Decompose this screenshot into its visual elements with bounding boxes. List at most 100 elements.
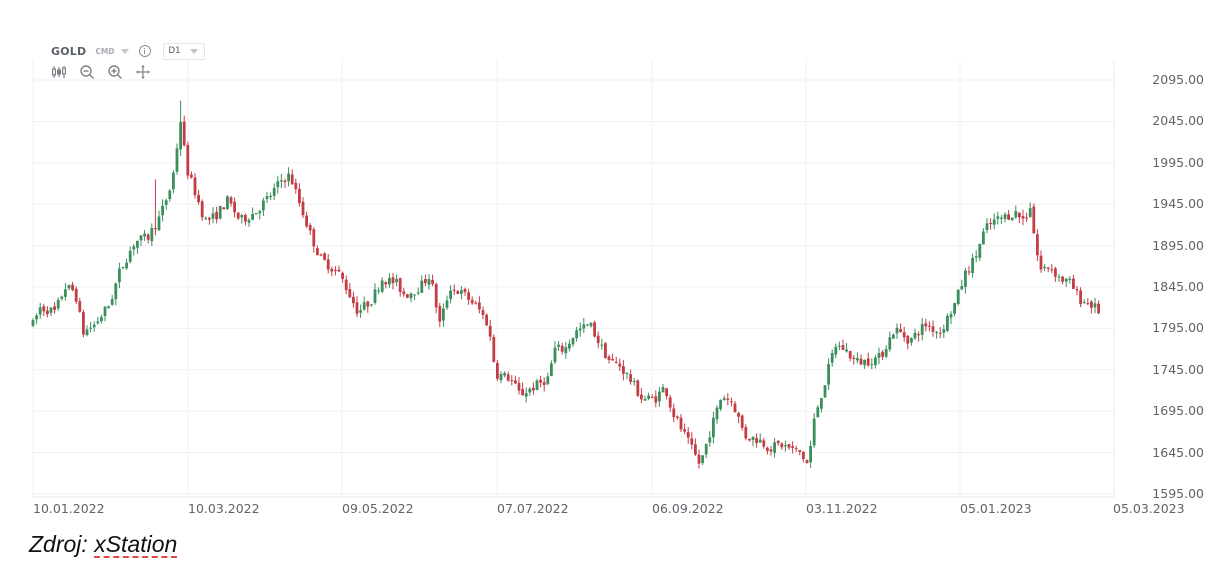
candle bbox=[535, 378, 539, 391]
candle bbox=[398, 277, 402, 297]
candle bbox=[355, 296, 359, 318]
candle bbox=[960, 279, 964, 291]
candle bbox=[917, 331, 920, 342]
candle bbox=[640, 388, 643, 403]
candle bbox=[211, 207, 215, 224]
candle bbox=[848, 350, 852, 362]
candle bbox=[834, 343, 838, 358]
candle bbox=[982, 228, 985, 245]
candle bbox=[60, 295, 64, 301]
candle bbox=[766, 446, 769, 455]
candle bbox=[643, 395, 647, 401]
candle bbox=[521, 382, 524, 396]
candle bbox=[1057, 273, 1061, 282]
candle bbox=[805, 459, 809, 464]
candle bbox=[1068, 276, 1072, 284]
price-chart[interactable]: GOLD CMD D1 2095.00 2045. bbox=[0, 0, 1226, 525]
candle bbox=[1064, 278, 1068, 288]
candle bbox=[546, 372, 550, 386]
candle bbox=[388, 273, 391, 288]
candle bbox=[236, 212, 240, 221]
candle bbox=[161, 199, 164, 222]
candle bbox=[820, 397, 823, 413]
candle bbox=[362, 296, 366, 311]
candles-type-icon[interactable] bbox=[51, 64, 67, 80]
candle bbox=[280, 173, 283, 188]
candle bbox=[784, 440, 787, 452]
candle bbox=[247, 218, 251, 227]
candle bbox=[287, 167, 290, 187]
symbol-dropdown-icon[interactable] bbox=[120, 48, 129, 54]
candle bbox=[384, 281, 388, 289]
price-tick-label: 1645.00 bbox=[1152, 444, 1204, 460]
candle bbox=[895, 323, 899, 339]
timeframe-value: D1 bbox=[168, 46, 181, 56]
candle bbox=[1082, 299, 1086, 305]
candle bbox=[132, 243, 136, 256]
candle bbox=[582, 317, 586, 333]
price-tick-label: 1895.00 bbox=[1152, 237, 1204, 253]
candle bbox=[352, 291, 355, 308]
price-tick-label: 1945.00 bbox=[1152, 196, 1204, 212]
candle bbox=[1086, 298, 1090, 306]
candle bbox=[1010, 217, 1014, 222]
candle bbox=[218, 205, 222, 220]
zoom-out-icon[interactable] bbox=[79, 64, 95, 80]
candle bbox=[395, 274, 398, 287]
candle bbox=[542, 377, 546, 392]
candle bbox=[586, 324, 589, 327]
candle bbox=[377, 287, 380, 295]
candle bbox=[89, 321, 92, 333]
candle bbox=[46, 306, 49, 318]
candle bbox=[478, 296, 481, 314]
candle bbox=[197, 189, 200, 205]
candle bbox=[676, 415, 679, 420]
candle bbox=[1018, 212, 1021, 224]
candle bbox=[852, 355, 856, 365]
candle bbox=[622, 359, 625, 381]
candle bbox=[809, 440, 812, 468]
candle bbox=[337, 265, 341, 273]
info-icon[interactable] bbox=[138, 45, 151, 57]
candle bbox=[128, 246, 132, 264]
candle bbox=[571, 337, 575, 347]
candle bbox=[467, 288, 470, 305]
candle bbox=[1093, 297, 1097, 314]
candle bbox=[391, 273, 395, 290]
candle bbox=[175, 143, 179, 175]
candle bbox=[265, 191, 269, 203]
candle bbox=[118, 262, 121, 289]
candle bbox=[1039, 250, 1043, 273]
candle bbox=[762, 437, 766, 449]
candle bbox=[31, 318, 35, 328]
candle bbox=[146, 233, 150, 244]
candle bbox=[748, 438, 751, 442]
candle bbox=[964, 267, 967, 294]
candle bbox=[920, 318, 924, 341]
candle bbox=[438, 302, 442, 328]
pan-move-icon[interactable] bbox=[135, 64, 151, 80]
candle bbox=[71, 281, 74, 292]
candle bbox=[712, 411, 715, 444]
chart-plot-area[interactable] bbox=[0, 0, 1226, 525]
candle bbox=[463, 287, 467, 296]
candle bbox=[737, 411, 740, 424]
candle bbox=[258, 209, 262, 220]
candle bbox=[877, 347, 881, 365]
candle bbox=[254, 212, 258, 215]
candle bbox=[780, 442, 784, 450]
candle bbox=[946, 313, 949, 333]
candle bbox=[614, 356, 618, 364]
candle bbox=[49, 306, 53, 317]
candle bbox=[607, 354, 611, 364]
candle bbox=[578, 322, 582, 337]
candle bbox=[812, 413, 816, 448]
symbol-label[interactable]: GOLD bbox=[51, 44, 87, 58]
candle bbox=[967, 265, 971, 276]
timeframe-select[interactable]: D1 bbox=[162, 42, 206, 60]
candle bbox=[658, 387, 661, 407]
date-tick-label: 03.11.2022 bbox=[806, 501, 878, 516]
candle bbox=[499, 371, 503, 384]
zoom-in-icon[interactable] bbox=[107, 64, 123, 80]
candle bbox=[172, 170, 175, 194]
